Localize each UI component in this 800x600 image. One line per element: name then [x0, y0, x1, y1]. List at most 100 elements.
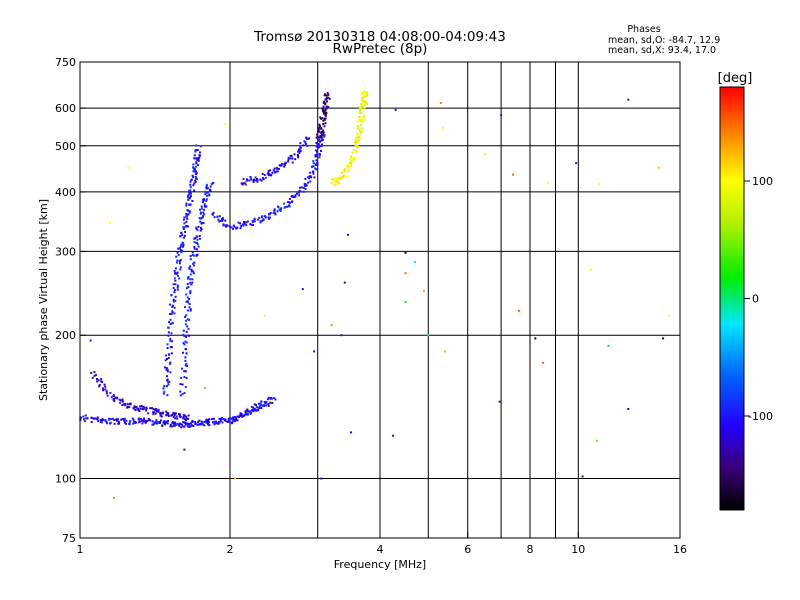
echo-point	[190, 421, 193, 424]
echo-point	[116, 419, 119, 422]
echo-point	[181, 233, 184, 236]
echo-point	[286, 205, 289, 208]
echo-point	[195, 171, 198, 174]
echo-point	[349, 158, 352, 161]
echo-point	[179, 414, 181, 417]
echo-point	[306, 176, 309, 179]
echo-point	[197, 225, 200, 228]
echo-point	[277, 206, 280, 209]
echo-point	[152, 408, 155, 411]
echo-point	[117, 420, 120, 423]
echo-point	[340, 175, 343, 178]
echo-point	[244, 412, 247, 415]
echo-point	[255, 404, 257, 407]
echo-point	[267, 216, 270, 219]
echo-point	[357, 124, 360, 127]
echo-point	[308, 177, 311, 180]
echo-point	[182, 244, 185, 246]
echo-point	[134, 422, 137, 425]
echo-point	[165, 421, 168, 424]
echo-point	[338, 181, 341, 184]
echo-point	[171, 414, 174, 416]
echo-point	[166, 394, 169, 397]
echo-point	[141, 419, 144, 422]
echo-point	[167, 415, 170, 417]
echo-point	[118, 398, 121, 401]
echo-point	[141, 422, 144, 425]
echo-point	[184, 364, 187, 367]
echo-point	[333, 179, 336, 182]
scatter-point	[394, 108, 397, 111]
echo-point	[355, 141, 358, 144]
echo-point	[335, 180, 338, 182]
echo-point	[222, 224, 225, 227]
echo-point	[148, 419, 151, 422]
echo-point	[219, 419, 222, 422]
scatter-point	[512, 173, 515, 176]
echo-point	[147, 419, 150, 422]
echo-point	[104, 385, 107, 388]
y-tick-label: 600	[55, 102, 76, 115]
echo-point	[344, 168, 346, 171]
echo-point	[316, 150, 319, 153]
echo-point	[319, 116, 322, 119]
echo-point	[189, 258, 192, 261]
echo-point	[165, 385, 168, 388]
echo-point	[290, 195, 293, 198]
echo-point	[155, 410, 158, 413]
echo-point	[195, 144, 198, 147]
echo-point	[167, 413, 170, 416]
echo-point	[228, 419, 230, 422]
echo-point	[251, 220, 254, 222]
echo-point	[185, 377, 188, 379]
echo-point	[155, 408, 158, 411]
echo-point	[172, 300, 175, 303]
echo-point	[360, 123, 362, 126]
echo-point	[266, 398, 269, 401]
echo-point	[112, 395, 115, 398]
echo-point	[97, 379, 100, 382]
echo-point	[253, 218, 256, 221]
echo-point	[176, 286, 179, 289]
echo-point	[188, 191, 191, 194]
echo-point	[95, 418, 98, 421]
echo-point	[167, 356, 170, 359]
x-tick-label: 16	[673, 543, 687, 556]
echo-point	[138, 421, 141, 424]
echo-point	[292, 196, 295, 199]
echo-point	[123, 417, 126, 420]
echo-point	[183, 343, 186, 346]
echo-point	[356, 120, 359, 123]
echo-point	[178, 247, 181, 250]
echo-point	[298, 148, 301, 151]
echo-point	[265, 400, 268, 403]
echo-point	[184, 306, 187, 309]
echo-point	[298, 151, 301, 154]
echo-point	[339, 177, 342, 180]
echo-point	[356, 136, 359, 139]
colorbar-ticks: 100 0 -100	[744, 175, 773, 423]
echo-point	[269, 211, 272, 214]
echo-point	[196, 248, 198, 251]
echo-point	[246, 178, 248, 181]
echo-point	[179, 266, 182, 269]
echo-point	[159, 411, 162, 414]
echo-point	[193, 246, 196, 248]
echo-point	[186, 213, 189, 216]
echo-point	[144, 419, 147, 422]
echo-point	[199, 217, 202, 220]
echo-point	[276, 170, 279, 173]
echo-point	[196, 253, 199, 256]
echo-point	[172, 412, 175, 415]
echo-point	[288, 201, 291, 204]
echo-point	[185, 300, 188, 303]
echo-point	[138, 417, 141, 420]
echo-point	[323, 134, 326, 137]
echo-point	[224, 224, 227, 227]
echo-point	[296, 154, 299, 156]
y-tick-label: 300	[55, 245, 76, 258]
echo-point	[170, 332, 173, 335]
echo-point	[128, 402, 131, 405]
echo-point	[198, 217, 201, 220]
echo-point	[312, 172, 315, 175]
